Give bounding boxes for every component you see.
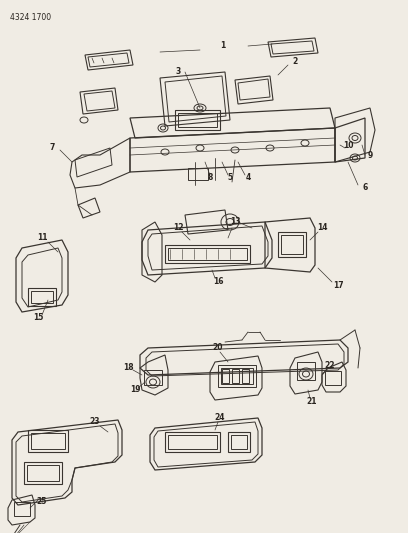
Text: 11: 11	[37, 233, 47, 243]
Text: 4: 4	[245, 174, 251, 182]
Bar	[28, 430, 68, 452]
Text: 19: 19	[130, 385, 140, 394]
Text: 5: 5	[227, 174, 233, 182]
Bar	[242, 369, 249, 383]
Bar	[325, 371, 341, 385]
Bar	[31, 433, 65, 449]
Text: 13: 13	[230, 217, 240, 227]
Bar	[168, 248, 247, 260]
Bar	[228, 432, 250, 452]
Text: 6: 6	[362, 183, 368, 192]
Text: 12: 12	[173, 223, 183, 232]
Text: 15: 15	[33, 313, 43, 322]
Bar	[27, 465, 59, 481]
Bar	[231, 435, 247, 449]
Bar	[14, 502, 30, 516]
Bar	[218, 365, 256, 387]
Text: 17: 17	[333, 280, 343, 289]
Bar	[165, 245, 250, 263]
Text: 7: 7	[49, 143, 55, 152]
Text: 22: 22	[325, 360, 335, 369]
Text: 3: 3	[175, 68, 181, 77]
Text: 18: 18	[123, 364, 133, 373]
Bar	[232, 369, 239, 383]
Text: 20: 20	[213, 343, 223, 352]
Bar	[31, 291, 53, 303]
Bar	[278, 232, 306, 257]
Bar	[24, 462, 62, 484]
Bar	[168, 435, 217, 449]
Text: 21: 21	[307, 398, 317, 407]
Bar	[144, 370, 162, 385]
Bar	[175, 110, 220, 130]
Text: 9: 9	[367, 150, 373, 159]
Text: 23: 23	[90, 417, 100, 426]
Text: 10: 10	[343, 141, 353, 149]
Text: 2: 2	[293, 58, 297, 67]
Text: 16: 16	[213, 278, 223, 287]
Bar	[222, 369, 229, 383]
Bar	[178, 113, 217, 127]
Text: 8: 8	[207, 174, 213, 182]
Bar	[297, 362, 315, 380]
Text: 1: 1	[220, 42, 226, 51]
Bar	[281, 235, 303, 254]
Bar	[188, 168, 208, 180]
Text: 4324 1700: 4324 1700	[10, 13, 51, 22]
Bar	[28, 288, 56, 306]
Text: 24: 24	[215, 414, 225, 423]
Text: 25: 25	[37, 497, 47, 506]
Bar	[165, 432, 220, 452]
Text: 14: 14	[317, 223, 327, 232]
Bar	[221, 368, 253, 384]
